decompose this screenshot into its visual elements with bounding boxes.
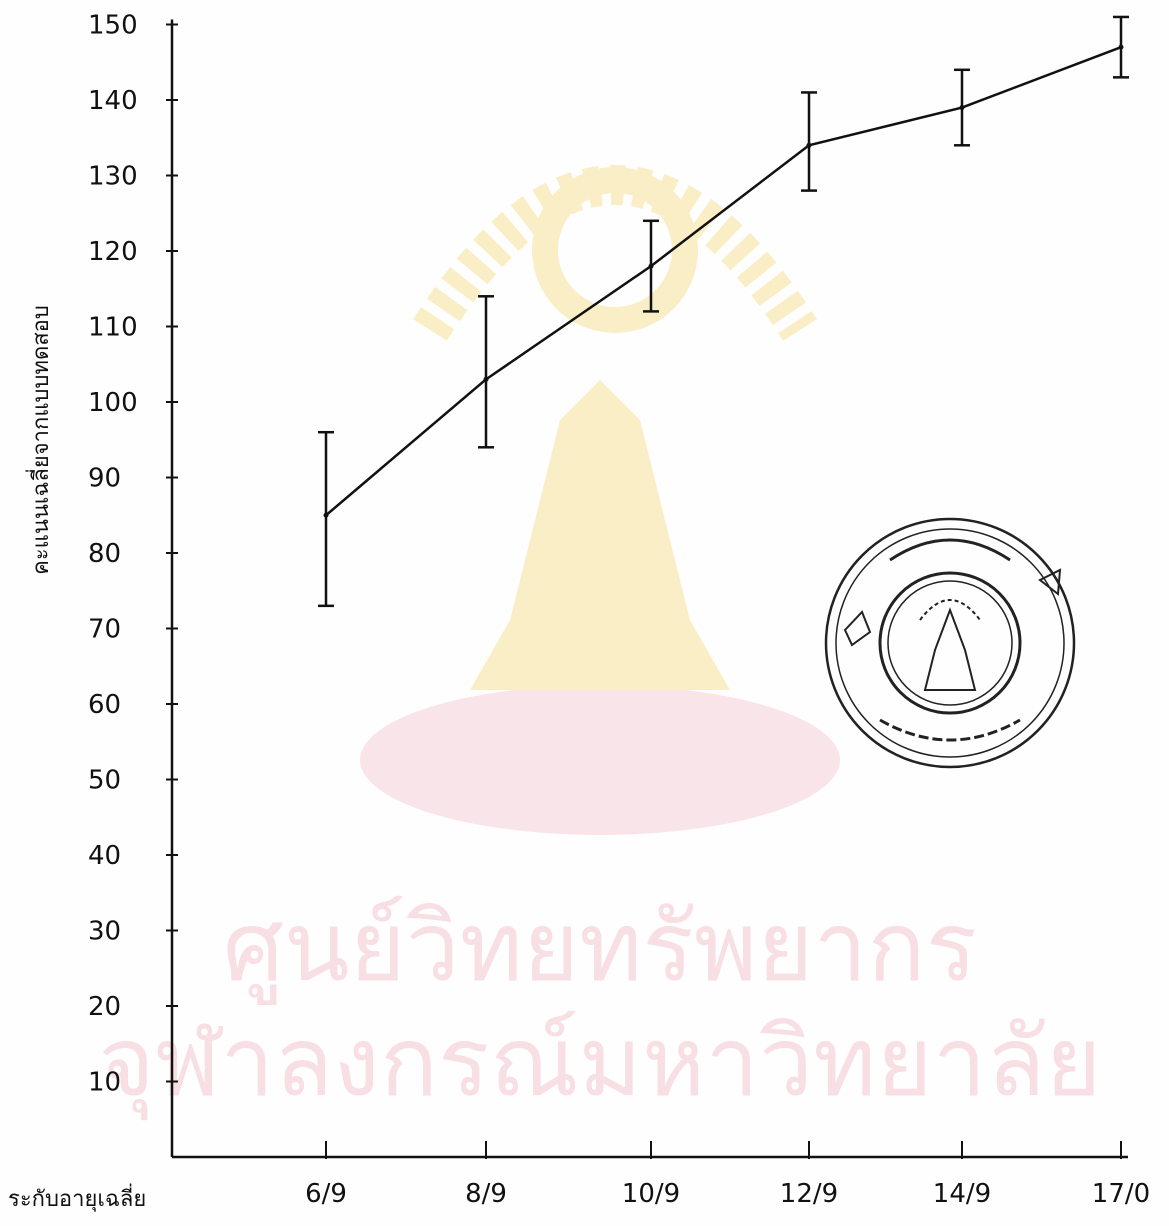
watermark-emblem <box>360 165 840 835</box>
x-axis-title: ระกับอายุเฉลี่ย <box>8 1183 146 1212</box>
y-tick-label: 50 <box>88 766 121 796</box>
y-tick-label: 80 <box>88 539 121 569</box>
y-tick-label: 130 <box>88 162 138 192</box>
x-tick-label: 10/9 <box>622 1179 680 1209</box>
y-tick-label: 150 <box>88 11 138 41</box>
y-tick-label: 140 <box>88 86 138 116</box>
watermark-line-2: จุฬาลงกรณ์มหาวิทยาลัย <box>98 1006 1101 1121</box>
watermark-text: ศูนย์วิทยทรัพยากร จุฬาลงกรณ์มหาวิทยาลัย <box>98 891 1101 1121</box>
x-tick-label: 6/9 <box>305 1179 347 1209</box>
x-tick-label: 17/0 <box>1092 1179 1150 1209</box>
y-axis-ticks: 10 20 30 40 50 60 70 80 90 100 110 120 130 140 150 <box>88 11 178 1098</box>
watermark-line-1: ศูนย์วิทยทรัพยากร <box>223 891 977 1005</box>
x-tick-label: 14/9 <box>933 1179 991 1209</box>
series-line <box>325 45 1122 517</box>
y-tick-label: 110 <box>88 313 138 343</box>
y-tick-label: 20 <box>88 992 121 1022</box>
data-point <box>483 376 489 382</box>
y-tick-label: 30 <box>88 917 121 947</box>
library-seal <box>824 517 1076 769</box>
y-axis-title: คะแนนเฉลี่ยจากแบบทดสอบ <box>25 305 54 575</box>
data-point <box>323 512 329 518</box>
y-tick-label: 40 <box>88 841 121 871</box>
y-tick-label: 120 <box>88 237 138 267</box>
data-point <box>806 142 812 148</box>
data-point <box>959 105 965 111</box>
x-tick-label: 12/9 <box>780 1179 838 1209</box>
data-series <box>318 15 1129 608</box>
x-axis-ticks: 6/9 8/9 10/9 12/9 14/9 17/0 <box>305 1141 1150 1209</box>
y-tick-label: 100 <box>88 388 138 418</box>
data-point <box>648 263 654 269</box>
y-tick-label: 90 <box>88 464 121 494</box>
y-tick-label: 70 <box>88 615 121 645</box>
x-tick-label: 8/9 <box>465 1179 507 1209</box>
y-tick-label: 60 <box>88 690 121 720</box>
data-point <box>1118 44 1124 50</box>
y-tick-label: 10 <box>88 1068 121 1098</box>
